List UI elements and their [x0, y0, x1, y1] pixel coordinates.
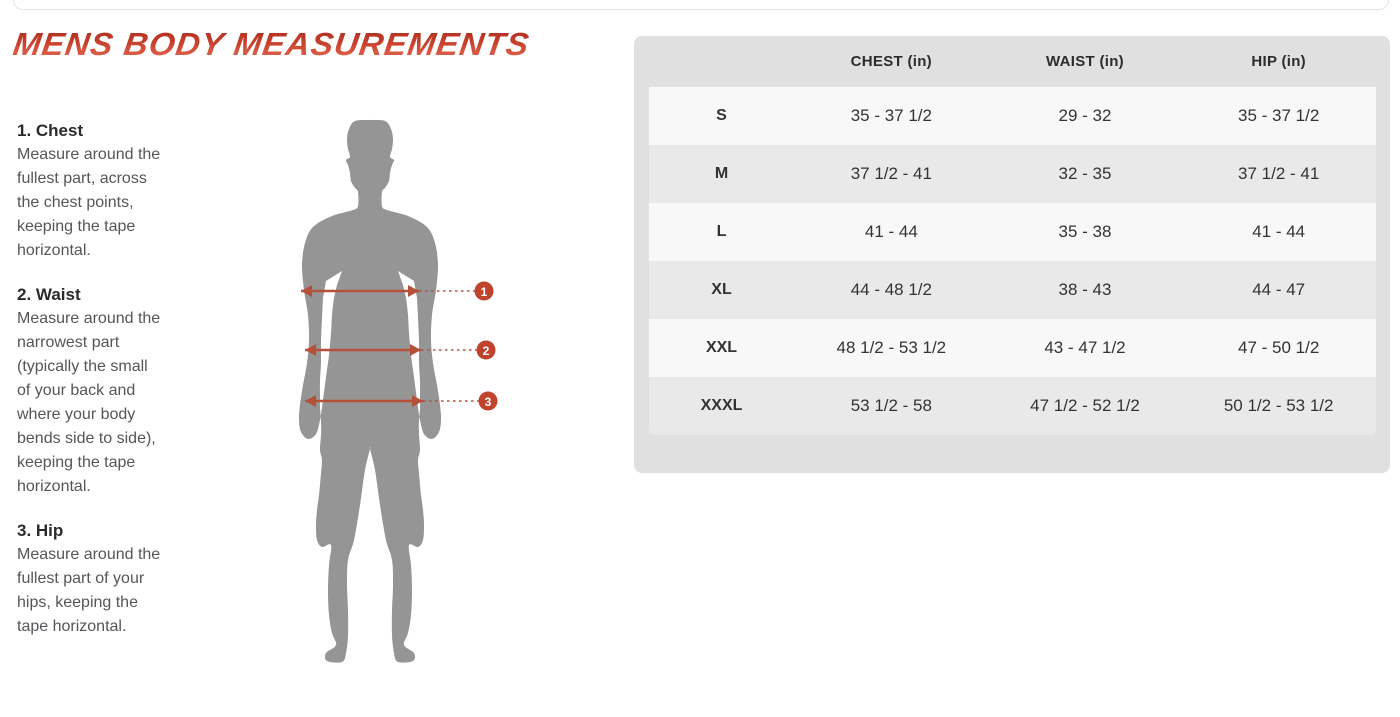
svg-text:2: 2 — [483, 344, 490, 358]
svg-text:1: 1 — [481, 285, 488, 299]
svg-text:3: 3 — [485, 395, 492, 409]
